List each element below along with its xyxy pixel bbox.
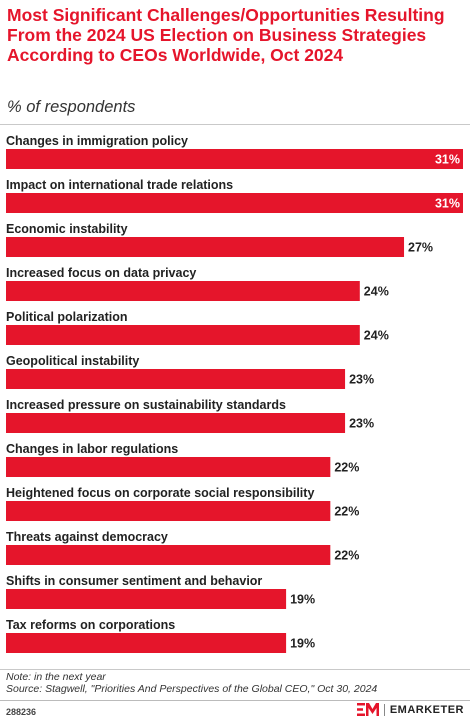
bar-row-tax-reforms-on-corporations: Tax reforms on corporations 19% xyxy=(6,618,315,653)
logo-separator xyxy=(384,704,385,716)
bar-economic-instability xyxy=(6,237,404,257)
value-label-geopolitical-instability: 23% xyxy=(349,373,374,387)
bar-row-shifts-in-consumer-sentiment-and-behavior: Shifts in consumer sentiment and behavio… xyxy=(6,574,315,609)
value-label-tax-reforms-on-corporations: 19% xyxy=(290,637,315,651)
value-label-economic-instability: 27% xyxy=(408,241,433,255)
category-label-tax-reforms-on-corporations: Tax reforms on corporations xyxy=(6,618,175,632)
value-label-political-polarization: 24% xyxy=(364,329,389,343)
category-label-geopolitical-instability: Geopolitical instability xyxy=(6,354,139,368)
bar-shifts-in-consumer-sentiment-and-behavior xyxy=(6,589,286,609)
bar-row-changes-in-immigration-policy: Changes in immigration policy 31% xyxy=(6,134,463,169)
bar-row-economic-instability: Economic instability 27% xyxy=(6,222,433,257)
category-label-political-polarization: Political polarization xyxy=(6,310,128,324)
bar-tax-reforms-on-corporations xyxy=(6,633,286,653)
bar-changes-in-immigration-policy xyxy=(6,149,463,169)
bar-increased-pressure-on-sustainability-standards xyxy=(6,413,345,433)
footer-divider xyxy=(0,700,470,701)
chart-title: Most Significant Challenges/Opportunitie… xyxy=(7,5,463,65)
bar-row-increased-pressure-on-sustainability-standards: Increased pressure on sustainability sta… xyxy=(6,398,374,433)
chart-source: Source: Stagwell, "Priorities And Perspe… xyxy=(6,683,377,695)
top-divider xyxy=(0,124,470,125)
chart-id: 288236 xyxy=(6,707,36,717)
bottom-divider xyxy=(0,669,470,670)
category-label-heightened-focus-on-corporate-social-responsibility: Heightened focus on corporate social res… xyxy=(6,486,314,500)
brand-name: EMARKETER xyxy=(390,704,464,716)
bar-row-political-polarization: Political polarization 24% xyxy=(6,310,389,345)
value-label-threats-against-democracy: 22% xyxy=(334,549,359,563)
value-label-increased-pressure-on-sustainability-standards: 23% xyxy=(349,417,374,431)
bar-geopolitical-instability xyxy=(6,369,345,389)
category-label-increased-focus-on-data-privacy: Increased focus on data privacy xyxy=(6,266,196,280)
chart-note: Note: in the next year xyxy=(6,671,106,683)
bar-increased-focus-on-data-privacy xyxy=(6,281,360,301)
category-label-impact-on-international-trade-relations: Impact on international trade relations xyxy=(6,178,233,192)
value-label-heightened-focus-on-corporate-social-responsibility: 22% xyxy=(334,505,359,519)
value-label-impact-on-international-trade-relations: 31% xyxy=(435,197,460,211)
bar-political-polarization xyxy=(6,325,360,345)
bar-impact-on-international-trade-relations xyxy=(6,193,463,213)
bar-row-changes-in-labor-regulations: Changes in labor regulations 22% xyxy=(6,442,359,477)
value-label-increased-focus-on-data-privacy: 24% xyxy=(364,285,389,299)
bar-changes-in-labor-regulations xyxy=(6,457,330,477)
bar-row-heightened-focus-on-corporate-social-responsibility: Heightened focus on corporate social res… xyxy=(6,486,359,521)
bar-row-geopolitical-instability: Geopolitical instability 23% xyxy=(6,354,374,389)
bar-row-impact-on-international-trade-relations: Impact on international trade relations 3… xyxy=(6,178,463,213)
category-label-changes-in-labor-regulations: Changes in labor regulations xyxy=(6,442,178,456)
em-logo-icon xyxy=(357,703,379,716)
chart-subtitle: % of respondents xyxy=(7,98,135,117)
category-label-threats-against-democracy: Threats against democracy xyxy=(6,530,168,544)
bar-heightened-focus-on-corporate-social-responsibility xyxy=(6,501,330,521)
bar-threats-against-democracy xyxy=(6,545,330,565)
value-label-shifts-in-consumer-sentiment-and-behavior: 19% xyxy=(290,593,315,607)
category-label-shifts-in-consumer-sentiment-and-behavior: Shifts in consumer sentiment and behavio… xyxy=(6,574,262,588)
bar-row-increased-focus-on-data-privacy: Increased focus on data privacy 24% xyxy=(6,266,389,301)
value-label-changes-in-immigration-policy: 31% xyxy=(435,153,460,167)
value-label-changes-in-labor-regulations: 22% xyxy=(334,461,359,475)
category-label-economic-instability: Economic instability xyxy=(6,222,128,236)
emarketer-logo: EMARKETER xyxy=(357,703,464,716)
bar-row-threats-against-democracy: Threats against democracy 22% xyxy=(6,530,359,565)
category-label-changes-in-immigration-policy: Changes in immigration policy xyxy=(6,134,188,148)
category-label-increased-pressure-on-sustainability-standards: Increased pressure on sustainability sta… xyxy=(6,398,286,412)
